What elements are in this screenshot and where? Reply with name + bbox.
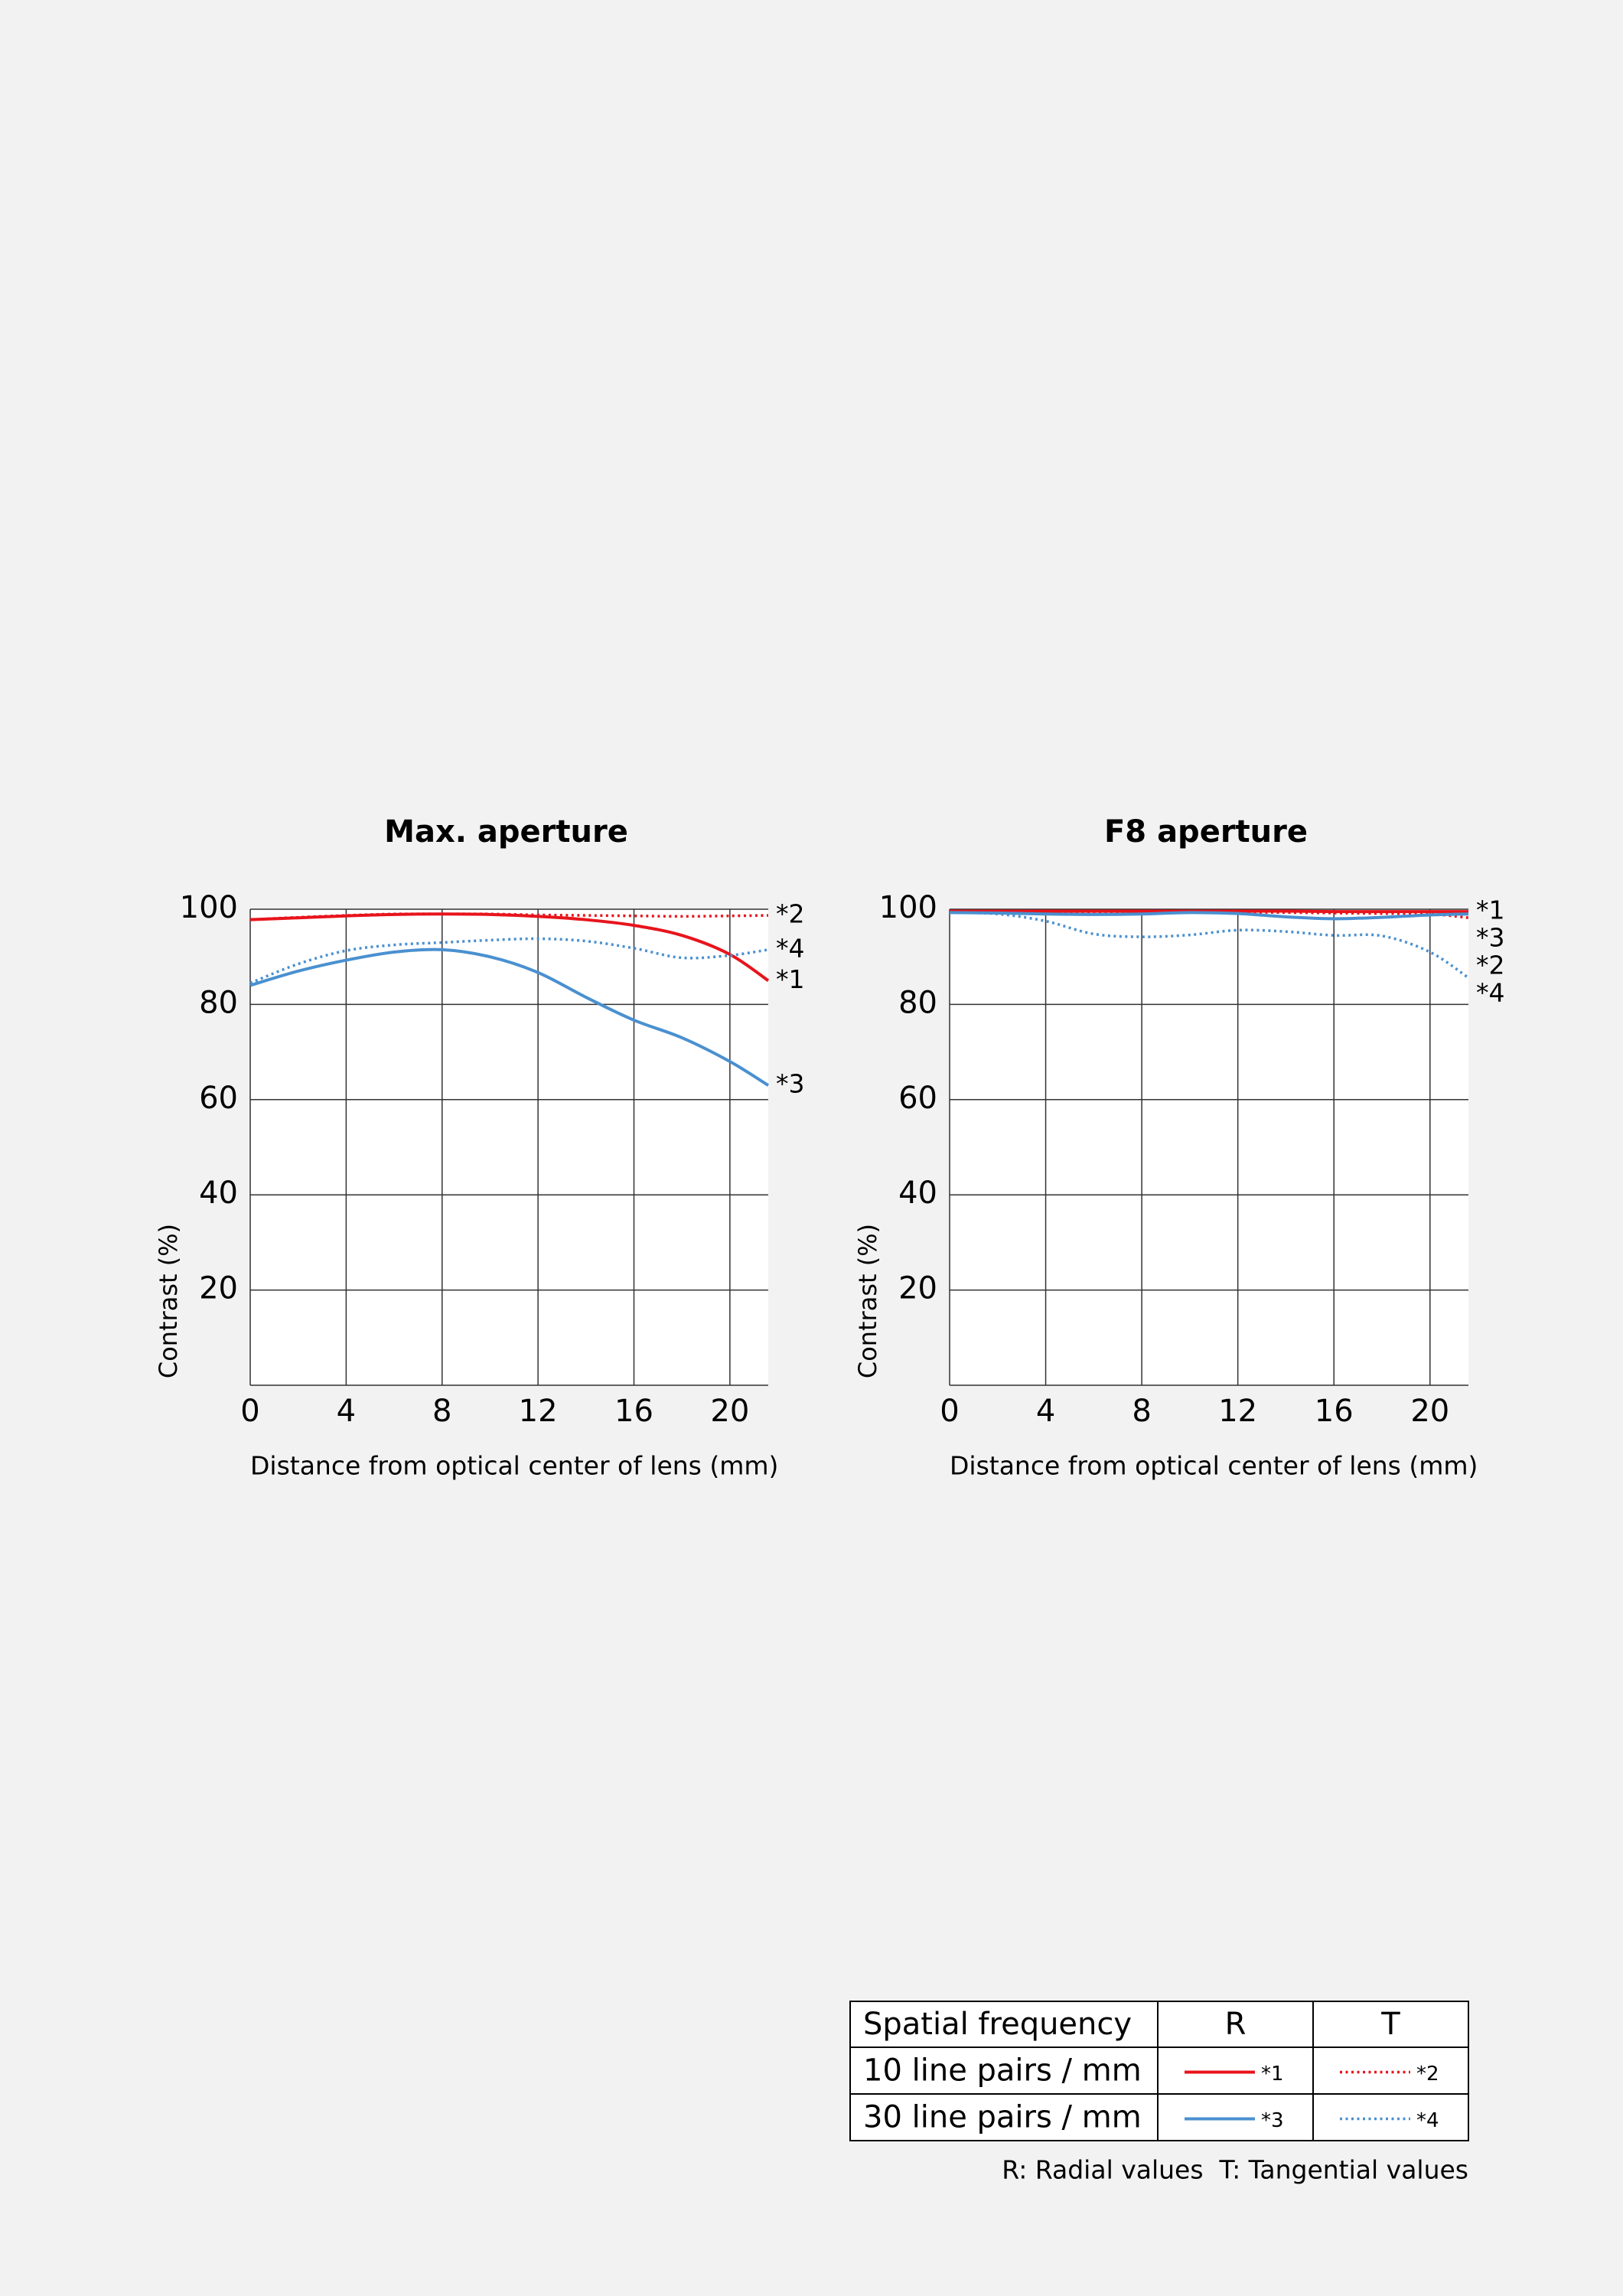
series-end-label: *2 bbox=[776, 899, 805, 929]
y-tick-label: 100 bbox=[879, 890, 937, 925]
series-line bbox=[949, 911, 1469, 921]
x-tick-label: 0 bbox=[940, 1394, 959, 1429]
x-axis-label: Distance from optical center of lens (mm… bbox=[950, 1451, 1478, 1481]
y-tick-label: 20 bbox=[898, 1271, 937, 1306]
chart-title: Max. aperture bbox=[384, 814, 628, 850]
series-line bbox=[249, 947, 770, 1087]
x-tick-label: 8 bbox=[432, 1394, 451, 1429]
x-tick-label: 16 bbox=[614, 1394, 653, 1429]
table-header: R bbox=[1225, 2007, 1247, 2042]
x-tick-label: 12 bbox=[519, 1394, 558, 1429]
legend-label: *3 bbox=[1261, 2109, 1284, 2132]
y-axis-label: Contrast (%) bbox=[154, 1224, 183, 1378]
y-tick-label: 40 bbox=[199, 1176, 238, 1211]
series-end-label: *1 bbox=[1476, 895, 1505, 925]
series-line bbox=[249, 912, 769, 921]
y-tick-label: 40 bbox=[898, 1176, 937, 1211]
series-end-label: *1 bbox=[776, 964, 805, 994]
x-tick-label: 16 bbox=[1315, 1394, 1354, 1429]
legend-label: *4 bbox=[1416, 2109, 1439, 2132]
table-header: Spatial frequency bbox=[863, 2007, 1132, 2042]
chart-title: F8 aperture bbox=[1104, 814, 1308, 850]
series-end-label: *3 bbox=[776, 1069, 805, 1099]
y-tick-label: 100 bbox=[180, 890, 238, 925]
y-tick-label: 80 bbox=[898, 985, 937, 1020]
series-end-label: *3 bbox=[1476, 923, 1505, 953]
y-tick-label: 80 bbox=[199, 985, 238, 1020]
x-tick-label: 20 bbox=[710, 1394, 749, 1429]
legend-label: *2 bbox=[1416, 2063, 1439, 2086]
x-tick-label: 4 bbox=[1036, 1394, 1055, 1429]
legend-table bbox=[849, 2001, 1469, 2141]
x-tick-label: 4 bbox=[337, 1394, 356, 1429]
series-end-label: *4 bbox=[1476, 978, 1505, 1008]
x-tick-label: 8 bbox=[1132, 1394, 1151, 1429]
y-tick-label: 60 bbox=[199, 1081, 238, 1116]
x-tick-label: 20 bbox=[1410, 1394, 1449, 1429]
table-row-label: 10 line pairs / mm bbox=[863, 2053, 1142, 2089]
y-tick-label: 60 bbox=[898, 1081, 937, 1116]
table-row-label: 30 line pairs / mm bbox=[863, 2100, 1142, 2135]
plot-area bbox=[950, 909, 1468, 1385]
x-tick-label: 12 bbox=[1218, 1394, 1257, 1429]
series-end-label: *4 bbox=[776, 933, 805, 963]
series-line bbox=[949, 911, 1469, 980]
x-tick-label: 0 bbox=[240, 1394, 259, 1429]
legend-label: *1 bbox=[1261, 2063, 1284, 2086]
series-end-label: *2 bbox=[1476, 951, 1505, 980]
table-header: T bbox=[1380, 2007, 1400, 2042]
table-note: R: Radial values T: Tangential values bbox=[1002, 2155, 1468, 2185]
x-axis-label: Distance from optical center of lens (mm… bbox=[250, 1451, 778, 1481]
plot-area bbox=[250, 909, 768, 1385]
y-axis-label: Contrast (%) bbox=[853, 1224, 882, 1378]
y-tick-label: 20 bbox=[199, 1271, 238, 1306]
